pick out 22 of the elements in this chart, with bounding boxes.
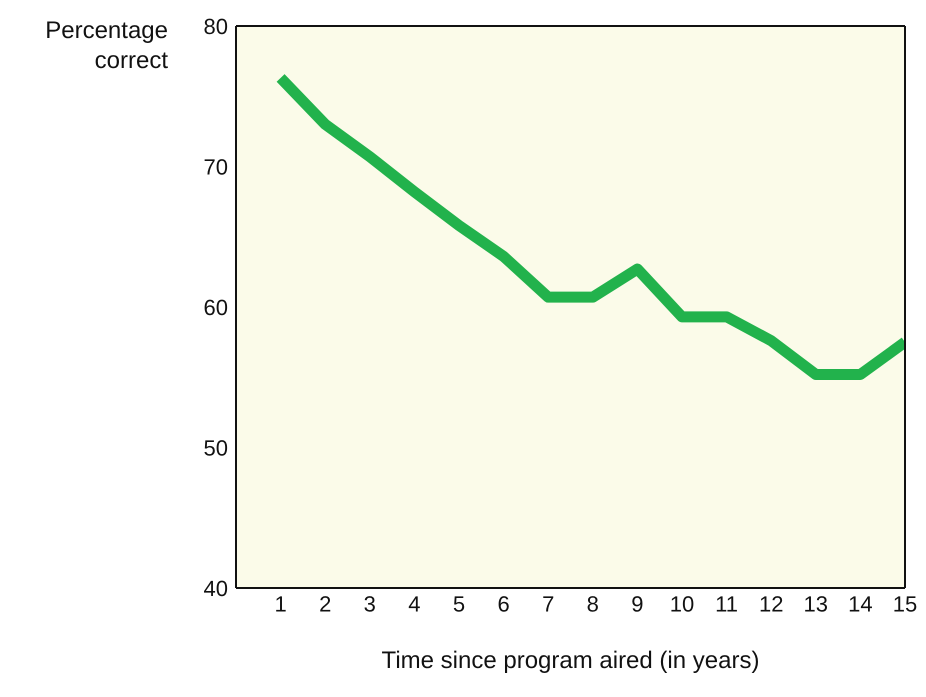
y-tick-label: 40 [204,576,228,601]
x-tick-label: 5 [452,592,466,617]
x-tick-label: 11 [715,592,738,617]
x-tick-label: 6 [497,592,510,617]
y-tick-label: 60 [204,294,228,320]
x-tick-label: 2 [319,592,332,617]
x-tick-label: 12 [758,592,784,617]
y-axis-title: Percentage correct [44,16,168,76]
x-tick-label: 1 [274,592,287,617]
x-tick-label: 14 [848,592,873,617]
x-tick-label: 8 [586,592,599,617]
x-tick-label: 15 [892,592,918,617]
x-tick-label: 13 [804,592,828,617]
x-tick-label: 3 [364,592,376,617]
y-tick-label: 80 [204,14,228,39]
y-tick-label: 50 [204,435,228,460]
x-tick-label: 10 [670,592,694,617]
x-tick-label: 4 [408,592,421,617]
x-tick-label: 9 [631,592,644,617]
x-axis-title: Time since program aired (in years) [382,647,760,674]
y-tick-label: 70 [204,154,228,180]
x-tick-label: 7 [542,592,554,617]
